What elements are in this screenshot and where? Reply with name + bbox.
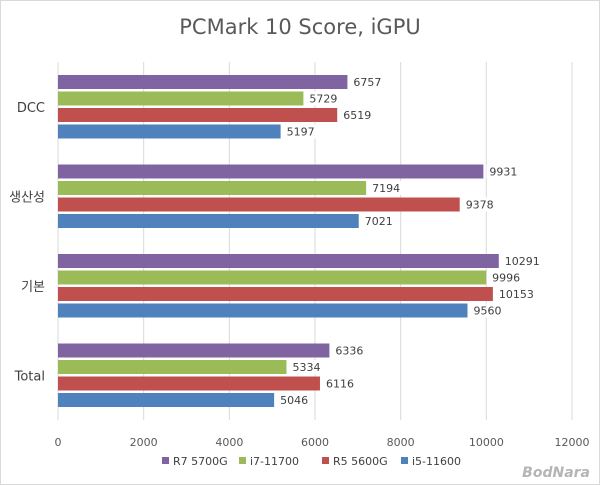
data-label-bg bbox=[470, 303, 505, 318]
legend-swatch bbox=[239, 457, 246, 464]
legend-entry: R7 5700G bbox=[173, 455, 228, 468]
data-label: 7021 bbox=[365, 215, 393, 228]
x-tick-label: 10000 bbox=[469, 436, 504, 449]
data-label: 5729 bbox=[309, 93, 337, 106]
data-label: 9378 bbox=[466, 199, 494, 212]
legend-swatch bbox=[322, 457, 329, 464]
data-label-bg bbox=[332, 343, 367, 358]
legend-entry: i7-11700 bbox=[250, 455, 299, 468]
bar bbox=[58, 303, 468, 318]
data-label-bg bbox=[489, 270, 524, 285]
bar bbox=[58, 124, 281, 139]
data-label: 9560 bbox=[473, 305, 501, 318]
data-label: 5046 bbox=[280, 394, 308, 407]
data-label: 6519 bbox=[343, 109, 371, 122]
legend-entry: R5 5600G bbox=[333, 455, 388, 468]
data-label: 9996 bbox=[492, 272, 520, 285]
legend-entry: i5-11600 bbox=[412, 455, 461, 468]
x-tick-label: 6000 bbox=[301, 436, 329, 449]
data-label-bg bbox=[340, 108, 375, 122]
data-label-bg bbox=[462, 197, 497, 212]
x-tick-label: 12000 bbox=[555, 436, 590, 449]
x-tick-label: 0 bbox=[55, 436, 62, 449]
data-label-bg bbox=[306, 91, 341, 106]
x-tick-label: 8000 bbox=[387, 436, 415, 449]
data-label-bg bbox=[486, 164, 521, 179]
data-label: 5334 bbox=[292, 361, 320, 374]
data-label-bg bbox=[495, 287, 537, 301]
data-label: 5197 bbox=[287, 126, 315, 139]
x-tick-label: 4000 bbox=[215, 436, 243, 449]
data-label-bg bbox=[369, 181, 404, 195]
watermark: BodNara bbox=[522, 465, 590, 481]
category-label: DCC bbox=[17, 101, 45, 116]
bar bbox=[58, 270, 487, 285]
bar bbox=[58, 75, 348, 89]
x-tick-labels: 0 2000 4000 6000 8000 10000 12000 bbox=[55, 436, 590, 449]
bar bbox=[58, 197, 460, 212]
data-label-bg bbox=[361, 214, 396, 228]
data-label: 10291 bbox=[505, 255, 540, 268]
legend-swatch bbox=[401, 457, 408, 464]
data-label: 6116 bbox=[326, 378, 354, 391]
bar bbox=[58, 360, 287, 374]
data-label: 7194 bbox=[372, 182, 400, 195]
legend: R7 5700G i7-11700 R5 5600G i5-11600 bbox=[162, 455, 461, 468]
bar bbox=[58, 376, 320, 391]
chart-title: PCMark 10 Score, iGPU bbox=[179, 15, 421, 39]
bars: 6757 5729 6519 5197 9931 7194 9378 7021 10291 999… bbox=[58, 75, 543, 407]
bar bbox=[58, 91, 304, 106]
data-label: 10153 bbox=[499, 288, 534, 301]
category-label: Total bbox=[14, 369, 45, 384]
category-label: 생산성 bbox=[9, 190, 45, 205]
bar bbox=[58, 287, 493, 301]
data-label: 6336 bbox=[335, 345, 363, 358]
bar bbox=[58, 254, 499, 268]
data-label: 9931 bbox=[489, 166, 517, 179]
bar bbox=[58, 343, 330, 358]
data-label-bg bbox=[277, 393, 312, 407]
data-label-bg bbox=[322, 376, 357, 391]
bar bbox=[58, 108, 338, 122]
legend-swatch bbox=[162, 457, 169, 464]
data-label: 6757 bbox=[353, 76, 381, 89]
bar bbox=[58, 164, 484, 179]
bar bbox=[58, 214, 359, 228]
data-label-bg bbox=[501, 254, 543, 268]
bar bbox=[58, 393, 275, 407]
data-label-bg bbox=[283, 124, 318, 139]
data-label-bg bbox=[350, 75, 385, 89]
data-label-bg bbox=[289, 360, 324, 374]
x-tick-label: 2000 bbox=[130, 436, 158, 449]
bar bbox=[58, 181, 367, 195]
category-label: 기본 bbox=[21, 280, 45, 295]
